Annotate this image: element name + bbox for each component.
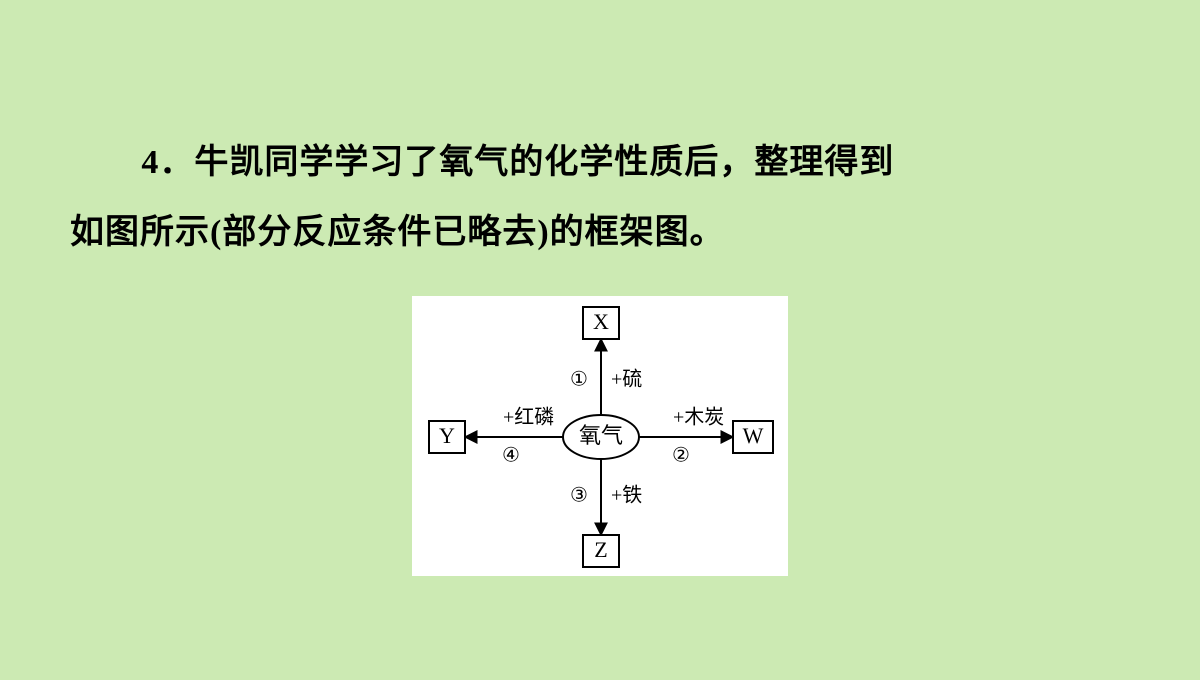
question-line-2: 如图所示(部分反应条件已略去)的框架图。	[70, 198, 1130, 268]
svg-text:Y: Y	[439, 423, 455, 448]
svg-text:②: ②	[672, 445, 690, 467]
svg-text:+木炭: +木炭	[673, 406, 724, 429]
svg-text:+红磷: +红磷	[503, 406, 554, 429]
diagram-container: ① +硫 ② +木炭 ③ +铁 ④ +红磷氧气 X W Z Y	[412, 296, 788, 576]
question-text-1: 牛凯同学学习了氧气的化学性质后，整理得到	[194, 144, 894, 181]
svg-text:+铁: +铁	[611, 484, 642, 507]
svg-text:Z: Z	[594, 537, 607, 562]
question-line-1: 4．牛凯同学学习了氧气的化学性质后，整理得到	[70, 128, 1130, 198]
svg-text:氧气: 氧气	[579, 423, 623, 448]
question-text: 4．牛凯同学学习了氧气的化学性质后，整理得到 如图所示(部分反应条件已略去)的框…	[70, 128, 1130, 267]
svg-text:④: ④	[502, 445, 520, 467]
svg-text:X: X	[593, 309, 609, 334]
question-number: 4．	[141, 144, 194, 181]
svg-text:+硫: +硫	[611, 368, 642, 391]
svg-text:①: ①	[570, 369, 588, 391]
svg-text:③: ③	[570, 485, 588, 507]
oxygen-reaction-diagram: ① +硫 ② +木炭 ③ +铁 ④ +红磷氧气 X W Z Y	[413, 297, 789, 577]
svg-text:W: W	[743, 423, 764, 448]
